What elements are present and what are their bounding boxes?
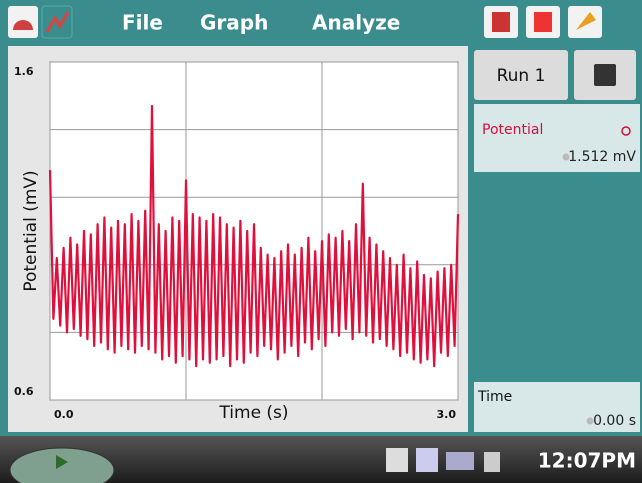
- data-line: [48, 104, 460, 368]
- time-name: Time: [477, 389, 512, 405]
- x-tick-label: 0.0: [54, 408, 74, 421]
- x-tick-label: 3.0: [437, 408, 457, 421]
- clock: 12:07PM: [538, 449, 636, 473]
- lab-icon: [576, 12, 596, 30]
- y-tick-label: 0.6: [14, 385, 34, 398]
- volume-icon[interactable]: [484, 452, 500, 472]
- sensor-reading: 1.512 mV: [568, 149, 636, 165]
- menu-graph[interactable]: Graph: [200, 11, 268, 35]
- home-icon[interactable]: [386, 448, 408, 472]
- time-dot: [586, 417, 594, 425]
- sensor-box[interactable]: [474, 104, 640, 172]
- time-box: [474, 382, 640, 432]
- time-reading: 0.00 s: [593, 413, 636, 429]
- table-icon: [492, 12, 510, 32]
- save-icon: [594, 64, 616, 86]
- notes-icon: [534, 12, 552, 32]
- run-button[interactable]: [474, 50, 568, 100]
- graph-icon: [45, 11, 70, 33]
- sensor-marker: [621, 126, 631, 136]
- y-tick-label: 1.6: [14, 65, 34, 78]
- menu-file[interactable]: File: [122, 11, 163, 35]
- keyboard-icon[interactable]: [446, 452, 474, 470]
- plot: 0.6 1.6 0.0 3.0 Time (s) Potential (mV): [14, 61, 460, 423]
- y-axis-label: Potential (mV): [21, 170, 41, 291]
- sensor-dot: [562, 153, 570, 161]
- x-axis-label: Time (s): [218, 403, 288, 423]
- menu-analyze[interactable]: Analyze: [312, 11, 400, 35]
- run-label: Run 1: [497, 66, 546, 86]
- meter-icon: [13, 20, 33, 30]
- start-button[interactable]: [9, 447, 115, 483]
- calc-icon[interactable]: [416, 448, 438, 472]
- play-icon: [56, 455, 68, 469]
- sensor-name: Potential: [482, 122, 543, 138]
